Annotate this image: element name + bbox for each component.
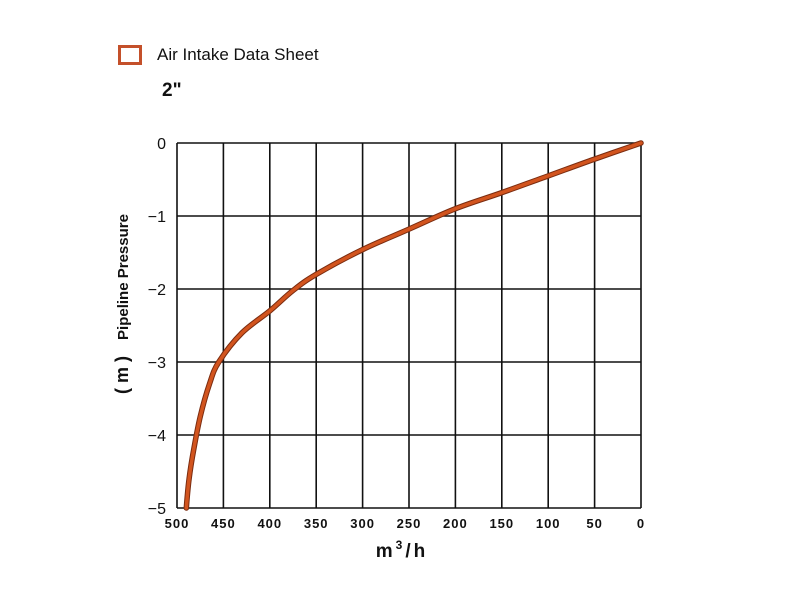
x-tick-label: 0 [637, 516, 645, 531]
x-tick-label: 50 [586, 516, 602, 531]
y-tick-label: −3 [148, 355, 166, 372]
y-tick-label: 0 [157, 136, 166, 153]
series-line [184, 141, 643, 510]
y-tick-label: −4 [148, 428, 166, 445]
x-tick-label: 250 [397, 516, 422, 531]
x-tick-label: 100 [536, 516, 561, 531]
x-tick-label: 200 [443, 516, 468, 531]
x-axis-label-base: m [376, 541, 396, 562]
y-axis-label: Pipeline Pressure [115, 214, 132, 340]
x-tick-label: 400 [257, 516, 282, 531]
x-axis-label: m3/h [376, 538, 428, 562]
y-axis-label-group: ( m ) Pipeline Pressure [112, 214, 132, 394]
series-layer [183, 140, 644, 511]
chart-subtitle: 2" [162, 80, 182, 101]
x-axis-label-rest: /h [405, 541, 428, 562]
legend-swatch-icon [118, 45, 142, 65]
x-tick-label: 450 [211, 516, 236, 531]
y-tick-labels: 0 −1 −2 −3 −4 −5 [148, 136, 166, 518]
x-tick-label: 500 [165, 516, 190, 531]
grid [176, 142, 642, 509]
y-tick-label: −5 [148, 501, 166, 518]
x-tick-labels: 500 450 400 350 300 250 200 150 100 50 0 [165, 516, 645, 531]
x-axis-label-sup: 3 [396, 538, 406, 552]
y-tick-label: −1 [148, 209, 166, 226]
x-tick-label: 300 [350, 516, 375, 531]
legend-label: Air Intake Data Sheet [157, 45, 319, 64]
y-axis-label-unit: ( m ) [112, 356, 132, 394]
legend: Air Intake Data Sheet [118, 45, 319, 65]
series-line-shadow [183, 140, 644, 511]
y-tick-label: −2 [148, 282, 166, 299]
x-tick-label: 150 [489, 516, 514, 531]
x-tick-label: 350 [304, 516, 329, 531]
